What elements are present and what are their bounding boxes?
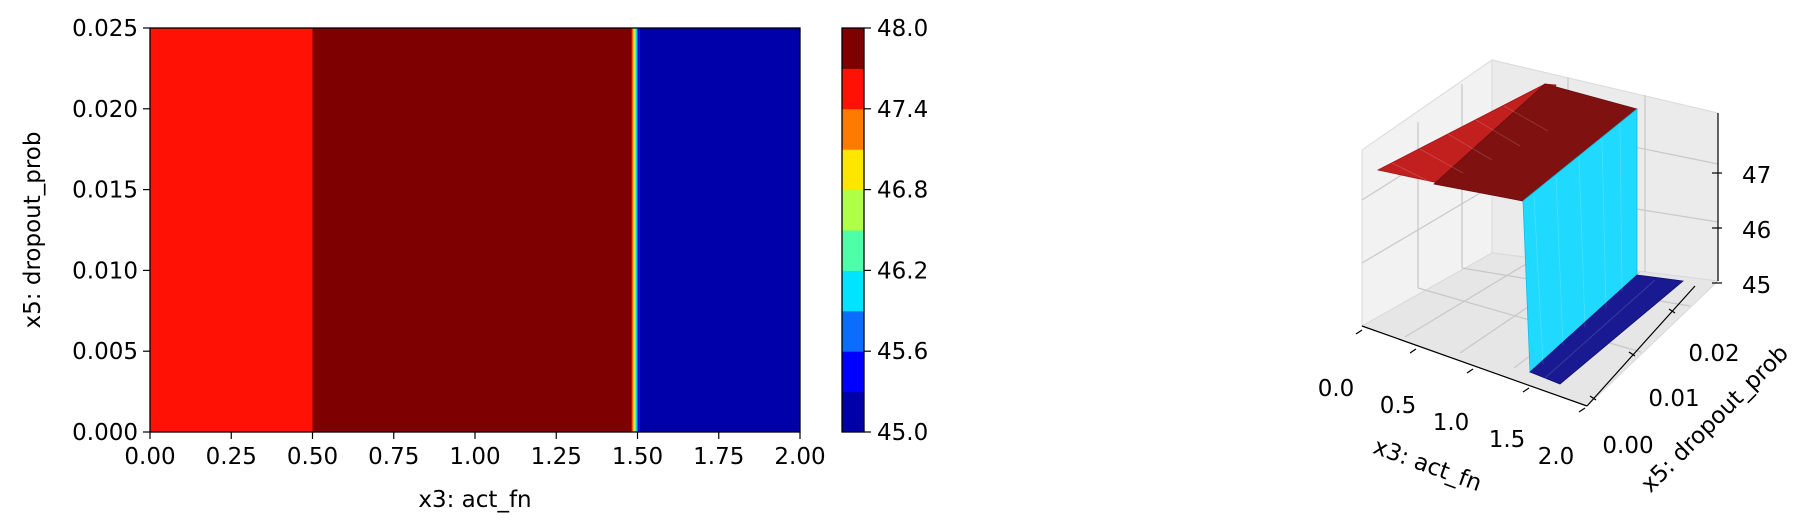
colorbar-level-8 <box>842 68 864 110</box>
heatmap-x-tick-label-5: 1.25 <box>531 444 582 470</box>
heatmap-x-tick-label-0: 0.00 <box>124 444 175 470</box>
surface-z-tick-1: 46 <box>1742 218 1771 244</box>
surface-y-tick-0: 0.00 <box>1602 433 1653 459</box>
surface-z-tick-2: 47 <box>1742 163 1771 189</box>
heatmap-x-tick-label-1: 0.25 <box>206 444 257 470</box>
heatmap-y-tick-label-3: 0.015 <box>72 178 138 204</box>
colorbar-tick-label-0: 45.0 <box>877 420 928 446</box>
surface-x-ticks-marks <box>1355 329 1586 413</box>
colorbar-tick-label-3: 46.8 <box>877 178 928 204</box>
surface-x-tick-4: 2.0 <box>1538 444 1575 470</box>
heatmap-x-ticks: 0.00 0.25 0.50 0.75 1.00 1.25 1.50 1.75 2.00 <box>124 432 826 470</box>
surface3d-chart: 0.0 0.5 1.0 1.5 2.0 0.00 0.01 0.02 45 46… <box>1318 59 1794 498</box>
heatmap-region-2 <box>631 28 640 432</box>
colorbar-level-2 <box>842 310 864 352</box>
colorbar: 45.0 45.6 46.2 46.8 47.4 48.0 <box>841 16 928 446</box>
surface-mesh <box>1391 105 1656 379</box>
heatmap-x-tick-label-4: 1.00 <box>449 444 500 470</box>
heatmap-y-axis-label: x5: dropout_prob <box>20 132 46 329</box>
heatmap-y-tick-label-5: 0.025 <box>72 16 138 42</box>
heatmap-y-tick-label-0: 0.000 <box>72 420 138 446</box>
colorbar-level-3 <box>842 270 864 312</box>
surface-x-tick-1: 0.5 <box>1380 393 1417 419</box>
colorbar-tick-label-2: 46.2 <box>877 258 928 284</box>
heatmap-x-tick-label-6: 1.50 <box>612 444 663 470</box>
heatmap-region-1 <box>312 28 632 432</box>
colorbar-ticks: 45.0 45.6 46.2 46.8 47.4 48.0 <box>864 16 928 446</box>
heatmap-x-tick-label-7: 1.75 <box>693 444 744 470</box>
heatmap-x-tick-label-2: 0.50 <box>287 444 338 470</box>
heatmap-region-3 <box>639 28 801 432</box>
heatmap-x-tick-label-3: 0.75 <box>368 444 419 470</box>
x-axis-line <box>1361 325 1588 407</box>
heatmap-regions <box>150 28 801 432</box>
heatmap-y-ticks: 0.000 0.005 0.010 0.015 0.020 0.025 <box>72 16 150 446</box>
heatmap-y-tick-label-2: 0.010 <box>72 258 138 284</box>
colorbar-level-0 <box>842 391 864 433</box>
surface-z-tick-0: 45 <box>1742 273 1771 299</box>
heatmap-region-0 <box>150 28 313 432</box>
surface-y-tick-2: 0.02 <box>1688 341 1739 367</box>
surface-x-tick-3: 1.5 <box>1489 427 1526 453</box>
colorbar-level-1 <box>842 351 864 393</box>
heatmap-x-tick-label-8: 2.00 <box>774 444 825 470</box>
heatmap-chart: 0.00 0.25 0.50 0.75 1.00 1.25 1.50 1.75 2.00 0.0… <box>20 16 826 513</box>
colorbar-level-5 <box>842 189 864 231</box>
heatmap-x-axis-label: x3: act_fn <box>418 487 531 513</box>
colorbar-level-4 <box>842 230 864 271</box>
colorbar-tick-label-4: 47.4 <box>877 97 928 123</box>
colorbar-levels <box>842 28 864 433</box>
y-axis-line <box>1586 285 1696 407</box>
colorbar-level-9 <box>842 28 864 69</box>
surface-y-tick-1: 0.01 <box>1648 386 1699 412</box>
surface-x-axis-label: x3: act_fn <box>1370 434 1485 497</box>
colorbar-tick-label-1: 45.6 <box>877 339 928 365</box>
colorbar-tick-label-5: 48.0 <box>877 16 928 42</box>
surface-plateau-low <box>1529 274 1684 385</box>
surface-y-ticks-marks <box>1589 308 1676 401</box>
surface-x-tick-0: 0.0 <box>1318 376 1355 402</box>
colorbar-level-6 <box>842 149 864 191</box>
heatmap-y-tick-label-1: 0.005 <box>72 339 138 365</box>
colorbar-frame <box>841 27 865 433</box>
colorbar-level-7 <box>842 108 864 150</box>
surface-x-tick-2: 1.0 <box>1433 410 1470 436</box>
surface-z-ticks-marks <box>1712 172 1722 284</box>
heatmap-y-tick-label-4: 0.020 <box>72 97 138 123</box>
